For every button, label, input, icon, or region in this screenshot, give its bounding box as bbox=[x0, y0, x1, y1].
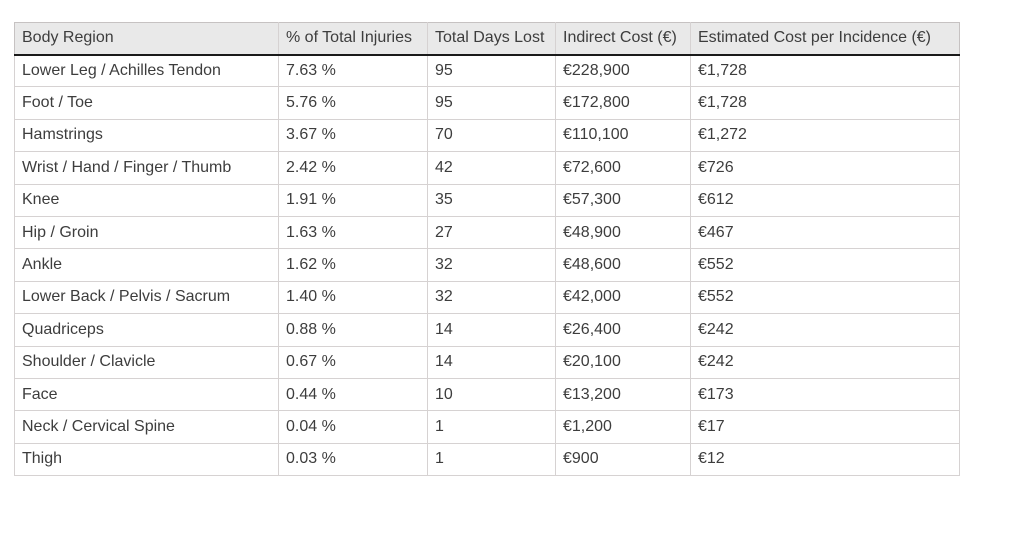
cell-total-days-lost: 32 bbox=[427, 248, 556, 282]
cell-indirect-cost: €48,900 bbox=[555, 215, 691, 250]
cell-body-region: Thigh bbox=[14, 442, 279, 477]
table-row: Foot / Toe 5.76 % 95 €172,800 €1,728 bbox=[14, 86, 960, 120]
table-row: Ankle 1.62 % 32 €48,600 €552 bbox=[14, 248, 960, 282]
table-header-row: Body Region% of Total Injuries Total Days… bbox=[14, 22, 960, 56]
cell-indirect-cost: €42,000 bbox=[555, 280, 691, 315]
cell-pct-total-injuries: 1.62 % bbox=[278, 248, 428, 282]
cell-total-days-lost: 1 bbox=[427, 410, 556, 444]
cell-total-days-lost: 27 bbox=[427, 215, 556, 250]
cell-total-days-lost: 10 bbox=[427, 377, 556, 412]
cell-body-region: Face bbox=[14, 377, 279, 412]
cell-body-region: Shoulder / Clavicle bbox=[14, 345, 279, 379]
cell-indirect-cost: €48,600 bbox=[555, 248, 691, 282]
cell-indirect-cost: €72,600 bbox=[555, 151, 691, 185]
cell-total-days-lost: 14 bbox=[427, 313, 556, 347]
cell-body-region: Lower Leg / Achilles Tendon bbox=[14, 53, 279, 88]
cell-est-cost-per-incidence: €242 bbox=[690, 345, 960, 379]
column-header-total-days-lost: Total Days Lost bbox=[427, 22, 556, 56]
cell-indirect-cost: €26,400 bbox=[555, 313, 691, 347]
cell-pct-total-injuries: 0.03 % bbox=[278, 442, 428, 477]
cell-pct-total-injuries: 0.67 % bbox=[278, 345, 428, 379]
cell-indirect-cost: €1,200 bbox=[555, 410, 691, 444]
cell-total-days-lost: 95 bbox=[427, 86, 556, 120]
column-header-est-cost-per-incidence: Estimated Cost per Incidence (€) bbox=[690, 22, 960, 56]
cell-body-region: Foot / Toe bbox=[14, 86, 279, 120]
cell-indirect-cost: €172,800 bbox=[555, 86, 691, 120]
table-row: Wrist / Hand / Finger / Thumb 2.42 % 42 €72… bbox=[14, 151, 960, 185]
column-header-indirect-cost: Indirect Cost (€) bbox=[555, 22, 691, 56]
table-row: Lower Leg / Achilles Tendon 7.63 % 95 €228,… bbox=[14, 53, 960, 88]
cell-pct-total-injuries: 1.91 % bbox=[278, 183, 428, 217]
cell-total-days-lost: 1 bbox=[427, 442, 556, 477]
table-row: Neck / Cervical Spine 0.04 % 1 €1,200 €17 bbox=[14, 410, 960, 444]
cell-est-cost-per-incidence: €612 bbox=[690, 183, 960, 217]
table-row: Lower Back / Pelvis / Sacrum 1.40 % 32 €42,… bbox=[14, 280, 960, 315]
cell-body-region: Ankle bbox=[14, 248, 279, 282]
table-body: Lower Leg / Achilles Tendon 7.63 % 95 €228,… bbox=[14, 53, 960, 477]
cell-total-days-lost: 14 bbox=[427, 345, 556, 379]
cell-est-cost-per-incidence: €1,272 bbox=[690, 118, 960, 153]
table-row: Hip / Groin 1.63 % 27 €48,900 €467 bbox=[14, 215, 960, 250]
cell-pct-total-injuries: 0.44 % bbox=[278, 377, 428, 412]
cell-body-region: Knee bbox=[14, 183, 279, 217]
cell-est-cost-per-incidence: €242 bbox=[690, 313, 960, 347]
cell-pct-total-injuries: 1.63 % bbox=[278, 215, 428, 250]
cell-body-region: Lower Back / Pelvis / Sacrum bbox=[14, 280, 279, 315]
cell-total-days-lost: 42 bbox=[427, 151, 556, 185]
cell-indirect-cost: €20,100 bbox=[555, 345, 691, 379]
cell-pct-total-injuries: 2.42 % bbox=[278, 151, 428, 185]
column-header-pct-total-injuries: % of Total Injuries bbox=[278, 22, 428, 56]
cell-body-region: Hamstrings bbox=[14, 118, 279, 153]
cell-est-cost-per-incidence: €1,728 bbox=[690, 53, 960, 88]
cell-pct-total-injuries: 7.63 % bbox=[278, 53, 428, 88]
cell-indirect-cost: €900 bbox=[555, 442, 691, 477]
cell-body-region: Neck / Cervical Spine bbox=[14, 410, 279, 444]
cell-est-cost-per-incidence: €726 bbox=[690, 151, 960, 185]
cell-indirect-cost: €57,300 bbox=[555, 183, 691, 217]
cell-indirect-cost: €110,100 bbox=[555, 118, 691, 153]
column-header-body-region: Body Region bbox=[14, 22, 279, 56]
cell-pct-total-injuries: 0.04 % bbox=[278, 410, 428, 444]
cell-indirect-cost: €13,200 bbox=[555, 377, 691, 412]
cell-est-cost-per-incidence: €173 bbox=[690, 377, 960, 412]
cell-total-days-lost: 35 bbox=[427, 183, 556, 217]
cell-total-days-lost: 95 bbox=[427, 53, 556, 88]
cell-pct-total-injuries: 1.40 % bbox=[278, 280, 428, 315]
cell-est-cost-per-incidence: €552 bbox=[690, 280, 960, 315]
cell-est-cost-per-incidence: €467 bbox=[690, 215, 960, 250]
table-row: Shoulder / Clavicle 0.67 % 14 €20,100 €242 bbox=[14, 345, 960, 379]
cell-total-days-lost: 32 bbox=[427, 280, 556, 315]
cell-est-cost-per-incidence: €1,728 bbox=[690, 86, 960, 120]
cell-pct-total-injuries: 5.76 % bbox=[278, 86, 428, 120]
cell-indirect-cost: €228,900 bbox=[555, 53, 691, 88]
cell-pct-total-injuries: 0.88 % bbox=[278, 313, 428, 347]
table-row: Quadriceps 0.88 % 14 €26,400 €242 bbox=[14, 313, 960, 347]
cell-total-days-lost: 70 bbox=[427, 118, 556, 153]
table-header: Body Region% of Total Injuries Total Days… bbox=[14, 22, 960, 56]
injury-cost-table: Body Region% of Total Injuries Total Days… bbox=[14, 22, 960, 477]
cell-body-region: Hip / Groin bbox=[14, 215, 279, 250]
cell-est-cost-per-incidence: €17 bbox=[690, 410, 960, 444]
table-row: Hamstrings 3.67 % 70 €110,100 €1,272 bbox=[14, 118, 960, 153]
cell-body-region: Quadriceps bbox=[14, 313, 279, 347]
cell-est-cost-per-incidence: €12 bbox=[690, 442, 960, 477]
table-row: Knee 1.91 % 35 €57,300 €612 bbox=[14, 183, 960, 217]
cell-pct-total-injuries: 3.67 % bbox=[278, 118, 428, 153]
cell-est-cost-per-incidence: €552 bbox=[690, 248, 960, 282]
cell-body-region: Wrist / Hand / Finger / Thumb bbox=[14, 151, 279, 185]
table-row: Thigh 0.03 % 1 €900 €12 bbox=[14, 442, 960, 477]
table-row: Face 0.44 % 10 €13,200 €173 bbox=[14, 377, 960, 412]
